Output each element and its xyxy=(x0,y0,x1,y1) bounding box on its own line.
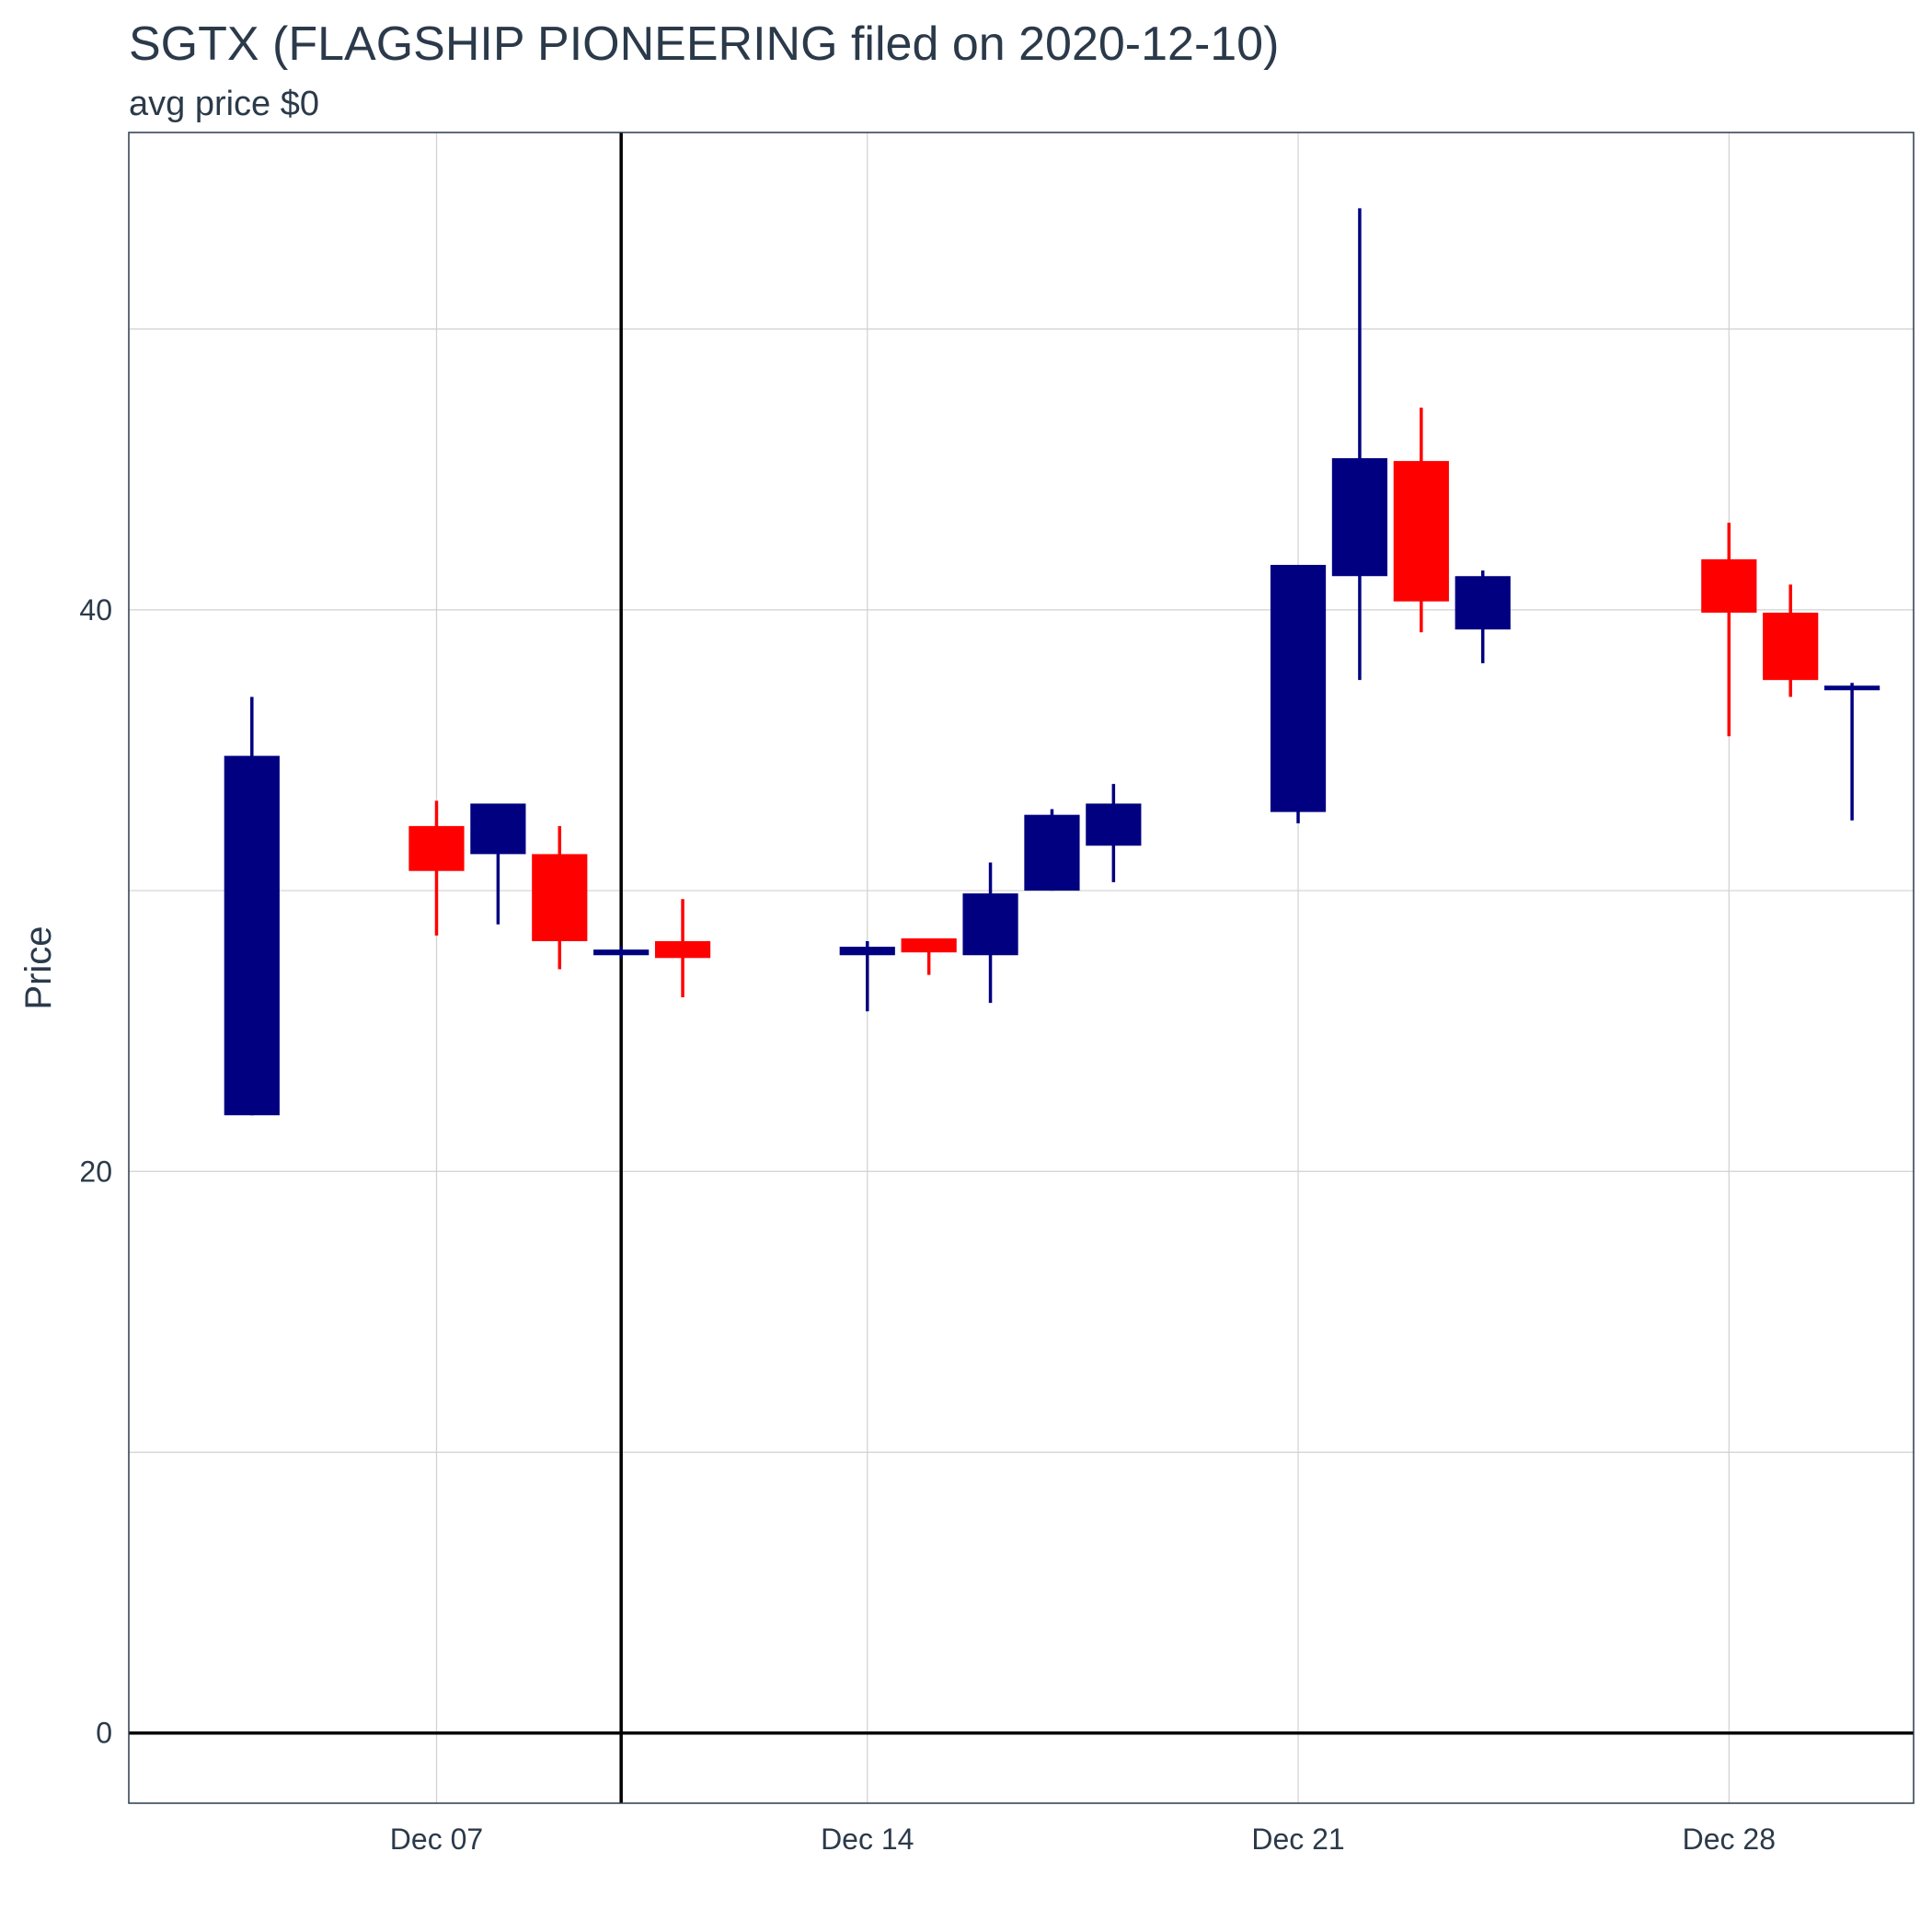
candle-body xyxy=(1024,814,1080,891)
candle xyxy=(1270,565,1327,823)
y-axis-title: Price xyxy=(18,926,59,1009)
candle xyxy=(532,825,588,970)
candle xyxy=(901,937,957,975)
candle-body xyxy=(839,947,895,956)
x-axis-ticks: Dec 07 Dec 14 Dec 21 Dec 28 xyxy=(390,1823,1776,1856)
candle xyxy=(593,947,650,959)
y-axis-ticks: 0 20 40 xyxy=(79,593,112,1750)
candle-body xyxy=(901,937,957,953)
candle xyxy=(1331,208,1388,681)
candle xyxy=(1024,809,1080,891)
chart-title: SGTX (FLAGSHIP PIONEERING filed on 2020-… xyxy=(129,17,1280,71)
candle-body xyxy=(1701,558,1757,613)
candle xyxy=(408,800,465,936)
candle-body xyxy=(470,803,526,855)
x-tick-label: Dec 28 xyxy=(1683,1823,1776,1856)
y-tick-label: 20 xyxy=(79,1155,112,1188)
x-tick-label: Dec 14 xyxy=(821,1823,914,1856)
candle-body xyxy=(1824,685,1880,691)
candle xyxy=(1763,584,1819,697)
y-tick-label: 40 xyxy=(79,593,112,627)
candle xyxy=(470,803,526,925)
plot-panel-border xyxy=(128,132,1915,1804)
candle xyxy=(839,941,895,1012)
candle xyxy=(962,862,1018,1004)
candle-body xyxy=(1455,576,1511,630)
x-tick-label: Dec 07 xyxy=(390,1823,483,1856)
candles xyxy=(224,208,1880,1116)
gridlines xyxy=(129,132,1914,1803)
candle-body xyxy=(962,893,1018,956)
y-tick-label: 0 xyxy=(96,1717,112,1750)
candle xyxy=(1086,784,1142,882)
candle-body xyxy=(593,949,650,956)
candle-body xyxy=(1331,458,1388,577)
candle xyxy=(1701,523,1757,737)
candle xyxy=(1393,408,1449,633)
candle xyxy=(224,696,280,1116)
candle-body xyxy=(1393,461,1449,602)
candle-body xyxy=(532,854,588,942)
candle-body xyxy=(1270,565,1327,812)
candle xyxy=(1824,683,1880,821)
candle xyxy=(654,899,711,998)
x-tick-label: Dec 21 xyxy=(1251,1823,1344,1856)
candle-body xyxy=(1086,803,1142,846)
candle xyxy=(1455,570,1511,663)
candle-body xyxy=(654,941,711,959)
chart-subtitle: avg price $0 xyxy=(129,85,320,123)
candle-body xyxy=(224,755,280,1116)
candle-body xyxy=(1763,612,1819,681)
candle-body xyxy=(408,825,465,871)
reference-lines xyxy=(129,132,1914,1803)
